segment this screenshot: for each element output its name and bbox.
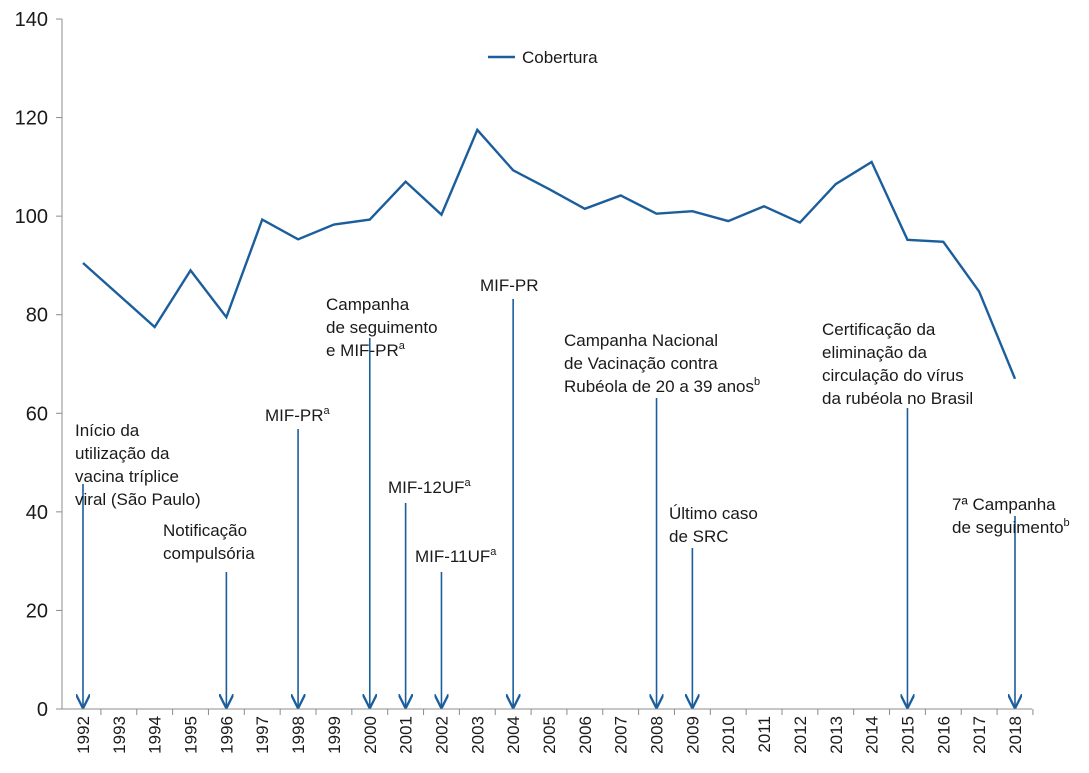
x-tick-label: 2005 (540, 716, 559, 754)
annotation-line: Rubéola de 20 a 39 anos (564, 377, 754, 396)
x-tick-label: 2016 (934, 716, 953, 754)
annotation-text: de Vacinação contra (564, 354, 718, 373)
annotation-line: de seguimento (326, 318, 438, 337)
x-tick-label: 2018 (1006, 716, 1025, 754)
annotation-text: Início da (75, 421, 140, 440)
x-tick-label: 2012 (791, 716, 810, 754)
x-tick-label: 2006 (576, 716, 595, 754)
x-tick-label: 2015 (898, 716, 917, 754)
annotation-sup: a (399, 340, 406, 352)
annotation-text: viral (São Paulo) (75, 490, 201, 509)
annotation-line: MIF-11UF (415, 547, 490, 566)
legend-label: Cobertura (522, 48, 598, 67)
annotation-line: circulação do vírus (822, 366, 964, 385)
annotation-line: viral (São Paulo) (75, 490, 201, 509)
annotation-text: circulação do vírus (822, 366, 964, 385)
annotation-text: MIF-PRa (265, 405, 331, 425)
x-tick-label: 2001 (397, 716, 416, 754)
annotation-text: de SRC (669, 527, 729, 546)
annotation-text: da rubéola no Brasil (822, 389, 973, 408)
annotation-sup: b (1064, 517, 1070, 529)
annotation-text: de seguimentob (952, 517, 1070, 537)
annotation-text: 7ª Campanha (952, 495, 1056, 514)
annotation-text: MIF-PR (480, 276, 539, 295)
x-tick-label: 2014 (863, 716, 882, 754)
annotation-text: Rubéola de 20 a 39 anosb (564, 376, 760, 396)
annotation-text: vacina tríplice (75, 467, 179, 486)
annotation-line: Notificação (163, 521, 247, 540)
x-tick-label: 2004 (504, 716, 523, 754)
annotation-line: vacina tríplice (75, 467, 179, 486)
annotation-line: Campanha (326, 295, 410, 314)
x-tick-label: 2000 (361, 716, 380, 754)
x-tick-label: 1994 (146, 716, 165, 754)
annotation-text: de seguimento (326, 318, 438, 337)
annotation-line: 7ª Campanha (952, 495, 1056, 514)
annotation-text: Campanha Nacional (564, 331, 718, 350)
x-tick-label: 1996 (217, 716, 236, 754)
annotation-text: Notificação (163, 521, 247, 540)
annotation-text: Campanha (326, 295, 410, 314)
annotation-line: eliminação da (822, 343, 927, 362)
x-tick-label: 2002 (432, 716, 451, 754)
y-tick-label: 120 (15, 108, 48, 130)
annotation-line: da rubéola no Brasil (822, 389, 973, 408)
y-tick-label: 60 (26, 403, 48, 425)
x-tick-label: 2009 (683, 716, 702, 754)
annotation-sup: a (465, 477, 472, 489)
annotation-line: Início da (75, 421, 140, 440)
annotation-line: utilização da (75, 444, 170, 463)
annotation-text: MIF-11UFa (415, 546, 497, 566)
annotation-sup: b (754, 376, 760, 388)
x-tick-label: 1993 (110, 716, 129, 754)
y-tick-label: 40 (26, 502, 48, 524)
annotation-line: Último caso (669, 504, 758, 523)
annotation-line: compulsória (163, 544, 255, 563)
annotation-line: MIF-PR (480, 276, 539, 295)
x-tick-label: 2017 (970, 716, 989, 754)
x-tick-label: 1998 (289, 716, 308, 754)
annotation-line: Campanha Nacional (564, 331, 718, 350)
x-tick-label: 2008 (648, 716, 667, 754)
annotation-line: Certificação da (822, 320, 936, 339)
y-tick-label: 20 (26, 600, 48, 622)
x-tick-label: 2011 (755, 716, 774, 753)
x-tick-label: 1995 (182, 716, 201, 754)
annotation-sup: a (490, 546, 497, 558)
annotation-line: MIF-12UF (388, 478, 465, 497)
x-tick-label: 2010 (719, 716, 738, 754)
x-tick-label: 1992 (74, 716, 93, 754)
x-tick-label: 2013 (827, 716, 846, 754)
y-tick-label: 100 (15, 206, 48, 228)
annotation-text: Certificação da (822, 320, 936, 339)
x-tick-label: 2007 (612, 716, 631, 754)
x-tick-label: 1999 (325, 716, 344, 754)
annotation-line: de Vacinação contra (564, 354, 718, 373)
y-tick-label: 80 (26, 305, 48, 327)
annotation-text: e MIF-PRa (326, 340, 406, 360)
annotation-text: eliminação da (822, 343, 927, 362)
annotation-text: utilização da (75, 444, 170, 463)
annotation-text: MIF-12UFa (388, 477, 472, 497)
x-tick-label: 1997 (253, 716, 272, 754)
annotation-line: MIF-PR (265, 406, 324, 425)
annotation-text: Último caso (669, 504, 758, 523)
annotation-text: compulsória (163, 544, 255, 563)
annotation-line: de seguimento (952, 518, 1064, 537)
line-series (82, 127, 1017, 380)
y-tick-label: 140 (15, 9, 48, 31)
y-tick-label: 0 (37, 699, 48, 721)
annotation-line: de SRC (669, 527, 729, 546)
annotation-sup: a (324, 405, 331, 417)
annotation-line: e MIF-PR (326, 341, 399, 360)
x-tick-label: 2003 (468, 716, 487, 754)
